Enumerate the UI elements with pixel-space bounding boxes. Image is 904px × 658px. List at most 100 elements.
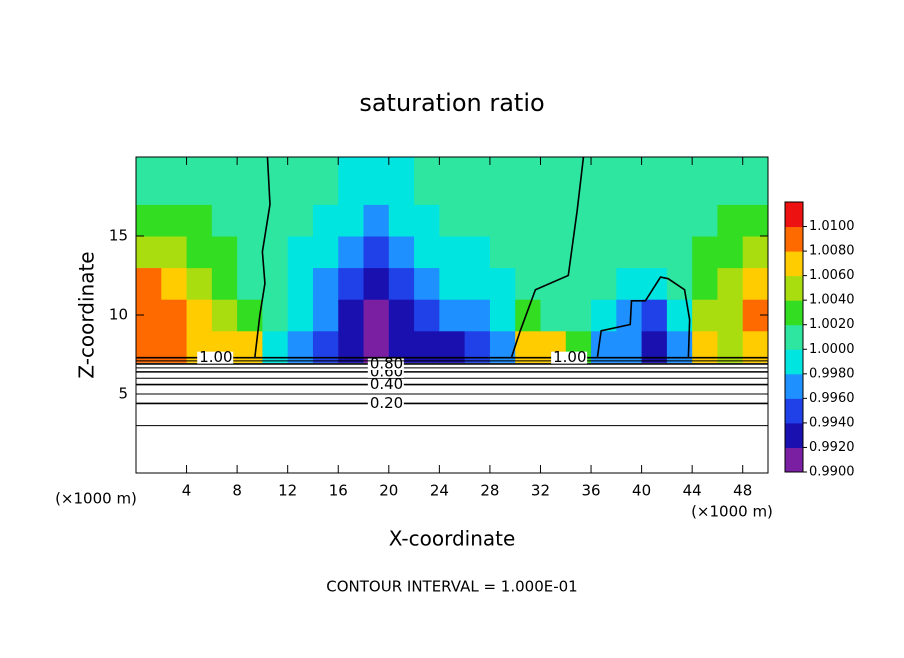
field-cell xyxy=(287,299,314,332)
colorbar-label: 1.0060 xyxy=(809,268,855,283)
field-cell xyxy=(388,157,415,205)
y-tick-label: 15 xyxy=(109,227,128,245)
field-cell xyxy=(540,299,567,332)
field-cell xyxy=(489,204,516,237)
field-cell xyxy=(515,267,541,300)
field-cell xyxy=(186,204,213,237)
field-cell xyxy=(186,157,213,205)
field-cell xyxy=(338,236,365,269)
field-cell xyxy=(742,236,769,269)
field-cell xyxy=(439,299,466,332)
field-cell xyxy=(641,267,668,300)
field-cell xyxy=(616,204,643,237)
colorbar-label: 1.0040 xyxy=(809,293,855,308)
field-cell xyxy=(287,204,314,237)
field-cell xyxy=(616,236,643,269)
field-cell xyxy=(136,157,162,205)
field-cell xyxy=(742,204,769,237)
contour-label-bg xyxy=(551,351,588,364)
colorbar-swatch xyxy=(785,226,803,252)
field-cell xyxy=(414,236,440,269)
x-tick-label: 32 xyxy=(531,482,550,500)
field-cell xyxy=(237,204,263,237)
saturation-contour xyxy=(254,156,271,358)
field-cell xyxy=(211,204,238,237)
field-cell xyxy=(717,157,744,205)
contour-label-bg xyxy=(197,351,234,364)
field-cell xyxy=(742,267,769,300)
field-cell xyxy=(540,157,567,205)
field-cell xyxy=(312,299,339,332)
colorbar-swatch xyxy=(785,398,803,424)
colorbar-label: 1.0100 xyxy=(809,219,855,234)
x-tick-label: 12 xyxy=(278,482,297,500)
field-cell xyxy=(666,157,693,205)
colorbar-swatch xyxy=(785,373,803,399)
field-cell xyxy=(414,299,440,332)
field-cell xyxy=(338,204,365,237)
chart-title: saturation ratio xyxy=(359,89,544,117)
colorbar-frame xyxy=(784,201,804,473)
field-cell xyxy=(136,204,162,237)
colorbar-label: 0.9920 xyxy=(809,440,855,455)
field-cell xyxy=(237,157,263,205)
field-cell xyxy=(439,157,466,205)
field-cell xyxy=(388,299,415,332)
colorbar-swatch xyxy=(785,349,803,375)
contour-label: 1.00 xyxy=(199,348,232,366)
field-cell xyxy=(641,204,668,237)
y-axis-label: Z-coordinate xyxy=(75,251,99,378)
field-cell xyxy=(591,204,617,237)
field-cell xyxy=(161,204,188,237)
saturation-contour xyxy=(596,276,691,358)
field-cell xyxy=(211,267,238,300)
contour-label-bg xyxy=(367,397,404,410)
field-cell xyxy=(161,157,188,205)
field-cell xyxy=(565,204,592,237)
colorbar-swatch xyxy=(785,324,803,350)
field-cell xyxy=(338,299,365,332)
field-cell xyxy=(666,204,693,237)
field-cell xyxy=(641,299,668,332)
y-tick-label: 5 xyxy=(118,385,128,403)
field-cell xyxy=(338,157,365,205)
field-cell xyxy=(717,236,744,269)
field-cell xyxy=(489,236,516,269)
field-cell xyxy=(363,157,390,205)
field-cell xyxy=(742,157,769,205)
colorbar-label: 0.9960 xyxy=(809,391,855,406)
field-cell xyxy=(515,157,541,205)
field-cell xyxy=(237,236,263,269)
field-cell xyxy=(464,204,491,237)
colorbar-swatch xyxy=(785,251,803,277)
x-tick-label: 36 xyxy=(581,482,600,500)
x-tick-label: 16 xyxy=(329,482,348,500)
field-cell xyxy=(363,204,390,237)
field-cell xyxy=(439,236,466,269)
field-cell xyxy=(312,236,339,269)
field-cell xyxy=(312,204,339,237)
field-cell xyxy=(489,267,516,300)
field-cell xyxy=(211,236,238,269)
contour-label: 0.40 xyxy=(370,375,403,393)
field-cell xyxy=(211,299,238,332)
field-cell xyxy=(186,299,213,332)
x-tick-label: 4 xyxy=(182,482,192,500)
x-unit: (×1000 m) xyxy=(691,503,773,521)
field-cell xyxy=(287,157,314,205)
x-tick-label: 20 xyxy=(379,482,398,500)
field-cell xyxy=(287,267,314,300)
field-cell xyxy=(262,299,289,332)
x-tick-label: 8 xyxy=(232,482,242,500)
colorbar-label: 1.0080 xyxy=(809,244,855,259)
field-cell xyxy=(616,157,643,205)
field-cell xyxy=(717,299,744,332)
field-cell xyxy=(540,267,567,300)
field-cell xyxy=(666,267,693,300)
field-cell xyxy=(262,267,289,300)
field-cell xyxy=(464,267,491,300)
field-cell xyxy=(616,267,643,300)
colorbar-swatch xyxy=(785,300,803,326)
colorbar-label: 0.9940 xyxy=(809,415,855,430)
